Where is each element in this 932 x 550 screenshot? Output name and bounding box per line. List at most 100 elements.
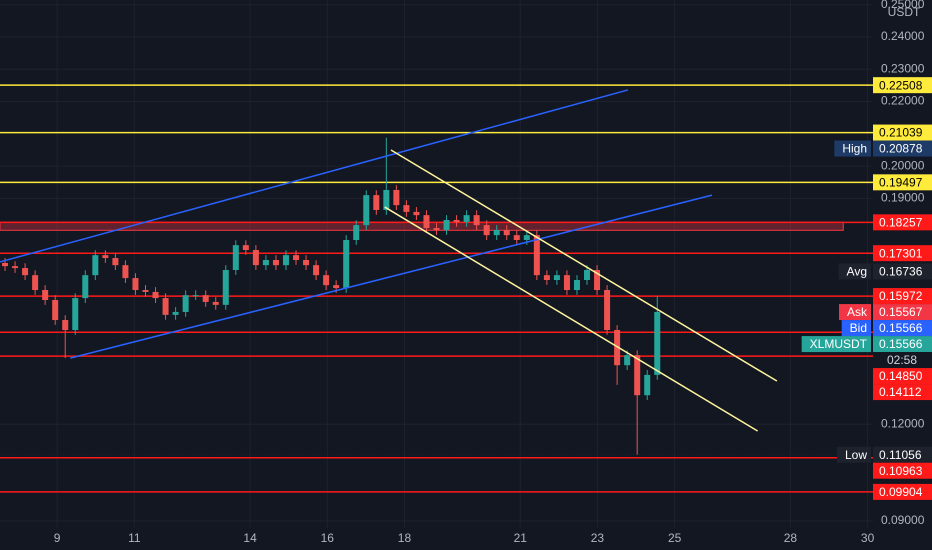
trendline <box>384 206 758 432</box>
price-label-box <box>873 368 932 385</box>
price-axis: 0.25000 0.24000 0.23000 0.22000 0.20000 0.190… <box>54 0 932 545</box>
price-name-box <box>836 446 871 463</box>
countdown: 02:58 <box>887 353 917 367</box>
price-label: 0.15567 <box>879 305 923 319</box>
trendline <box>70 194 713 359</box>
candle-body <box>383 189 390 210</box>
candle-body <box>62 320 69 331</box>
x-tick-label: 18 <box>398 531 412 545</box>
candle-body <box>443 219 450 230</box>
candle-body <box>272 259 279 266</box>
x-tick-label: 16 <box>321 531 335 545</box>
price-label: 0.14850 <box>879 369 923 383</box>
price-label: 0.22508 <box>879 78 923 92</box>
price-label: 0.20878 <box>879 142 923 156</box>
candle-body <box>423 215 430 229</box>
candle-body <box>403 205 410 212</box>
price-label: 0.11056 <box>879 448 922 462</box>
price-name-box <box>834 140 871 157</box>
candle-body <box>192 295 199 297</box>
candle-body <box>463 215 470 222</box>
candle-body <box>573 280 580 291</box>
candle-body <box>594 270 601 291</box>
candle-body <box>102 255 109 259</box>
candle-body <box>343 239 350 289</box>
y-tick-label: 0.25000 <box>881 0 925 11</box>
price-name-box <box>838 263 871 280</box>
x-tick-label: 25 <box>668 531 682 545</box>
price-label-box <box>873 320 932 337</box>
price-label-name: Bid <box>841 320 871 337</box>
candle-body <box>212 301 219 305</box>
candle-body <box>262 259 269 266</box>
x-tick-label: 11 <box>128 531 141 545</box>
candle-body <box>654 311 661 375</box>
price-label-box <box>873 140 932 157</box>
candle-body <box>393 189 400 206</box>
candle-body <box>513 235 520 240</box>
candle-body <box>644 374 651 396</box>
price-label-box <box>873 245 932 262</box>
candle-body <box>353 225 360 240</box>
price-name: Avg <box>847 265 867 279</box>
y-tick-label: 0.19000 <box>881 191 925 205</box>
candle-body <box>363 195 370 226</box>
y-tick-label: 0.09000 <box>881 513 925 527</box>
candle-body <box>604 290 611 331</box>
candle-body <box>634 355 641 396</box>
candle-body <box>72 298 79 331</box>
price-label-box <box>873 446 932 463</box>
price-label: 0.15566 <box>879 337 923 351</box>
candle-body <box>222 270 229 305</box>
candle-body <box>92 255 99 276</box>
candle-body <box>503 229 510 236</box>
trendline <box>390 149 778 382</box>
candle-body <box>2 262 9 267</box>
candle-body <box>202 295 209 302</box>
candle-body <box>152 291 159 299</box>
price-label-box <box>873 124 932 141</box>
candle-body <box>473 215 480 226</box>
price-label-box <box>873 214 932 231</box>
candle-body <box>543 275 550 281</box>
price-label: 0.19497 <box>879 175 923 189</box>
price-label-name: Low <box>836 446 871 463</box>
price-label-name: Ask <box>838 304 871 321</box>
candle-body <box>323 275 330 286</box>
candle-body <box>313 265 320 276</box>
candle-body <box>333 285 340 289</box>
price-label-box <box>873 77 932 94</box>
candle-body <box>52 300 59 321</box>
candle-body <box>252 249 259 266</box>
price-label-box <box>873 336 932 353</box>
price-label-box <box>873 288 932 305</box>
price-label-box <box>873 384 932 401</box>
candle-body <box>413 211 420 216</box>
candle-body <box>493 229 500 236</box>
candle-body <box>282 255 289 266</box>
price-label: 0.16736 <box>879 265 923 279</box>
candle-body <box>82 275 89 299</box>
candle-body <box>373 195 380 210</box>
x-tick-label: 28 <box>784 531 798 545</box>
candle-body <box>563 275 570 291</box>
price-label: 0.21039 <box>879 126 923 140</box>
price-label: 0.10963 <box>879 464 923 478</box>
candle-body <box>232 245 239 271</box>
price-name: Bid <box>850 321 867 335</box>
candle-body <box>112 258 119 266</box>
y-tick-label: 0.22000 <box>881 94 925 108</box>
price-label: 0.15566 <box>879 321 923 335</box>
candle-body <box>614 330 621 366</box>
price-label-name: High <box>834 140 871 157</box>
candle-body <box>142 290 149 292</box>
candle-body <box>533 235 540 276</box>
y-tick-label: 0.24000 <box>881 29 925 43</box>
price-label: 0.18257 <box>879 216 923 230</box>
x-tick-label: 21 <box>514 531 528 545</box>
x-tick-label: 30 <box>861 531 875 545</box>
candle-body <box>132 278 139 291</box>
trendline <box>0 89 629 263</box>
